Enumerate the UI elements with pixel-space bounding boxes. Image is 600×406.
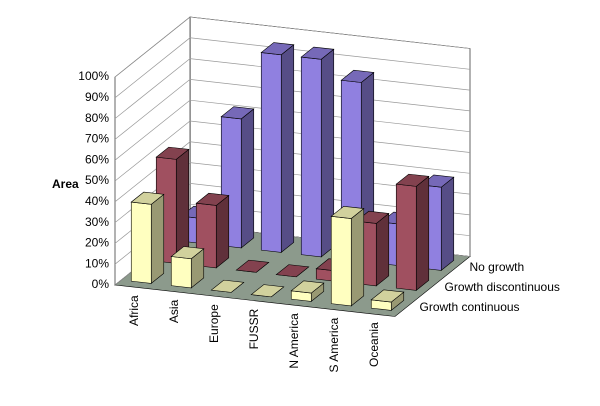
bar: [210, 279, 245, 293]
grid-line: [114, 141, 471, 203]
x-tick-label: FUSSR: [247, 308, 261, 349]
y-tick-label: 50%: [85, 173, 109, 187]
bar-front: [330, 215, 352, 307]
bar-top: [210, 279, 245, 293]
y-tick-label: 20%: [85, 236, 109, 250]
legend-label: Growth discontinuous: [445, 280, 560, 294]
bar-side: [215, 194, 230, 269]
bar-front: [130, 201, 152, 284]
x-tick-label: S America: [327, 317, 341, 372]
bar: [290, 280, 325, 302]
bar-side: [240, 108, 255, 249]
bar-top: [330, 205, 365, 219]
bar: [250, 284, 285, 298]
x-tick-label: Oceania: [367, 322, 381, 367]
bar-top: [155, 146, 190, 160]
bar: [330, 205, 365, 307]
bar-top: [290, 280, 325, 294]
grid-line: [114, 16, 471, 78]
bar-side: [350, 207, 365, 307]
bar: [170, 246, 205, 289]
y-tick-label: 30%: [85, 215, 109, 229]
bar-top: [170, 246, 205, 260]
bar-top: [195, 192, 230, 206]
bar-side: [415, 175, 430, 291]
bar-side: [150, 193, 165, 284]
y-tick-label: 10%: [85, 256, 109, 270]
y-tick-label: 60%: [85, 152, 109, 166]
bar-side: [280, 44, 295, 253]
x-tick-label: N America: [287, 313, 301, 369]
bar-top: [420, 174, 455, 188]
grid-line: [114, 120, 471, 182]
y-tick-label: 70%: [85, 132, 109, 146]
bar-top: [220, 106, 255, 120]
x-tick-label: Asia: [167, 299, 181, 323]
y-axis-title: Area: [52, 177, 79, 191]
bar-top: [250, 284, 285, 298]
bar-top: [395, 173, 430, 187]
bar-front: [170, 256, 192, 289]
grid-line: [114, 79, 471, 140]
y-tick-label: 100%: [78, 69, 109, 83]
y-tick-label: 0%: [92, 277, 110, 291]
x-tick-label: Europe: [207, 304, 221, 343]
bar: [235, 259, 270, 273]
bar-front: [300, 56, 322, 258]
bar-top: [275, 264, 310, 278]
legend-label: No growth: [470, 260, 525, 274]
bar: [300, 46, 335, 258]
bar-side: [375, 212, 390, 287]
grid-line: [114, 58, 471, 119]
y-tick-label: 80%: [85, 111, 109, 125]
bar-top: [300, 46, 335, 60]
bar-top: [355, 210, 390, 224]
bar-front: [260, 52, 282, 253]
y-tick-label: 90%: [85, 90, 109, 104]
bar-top: [260, 42, 295, 56]
bar-top: [130, 191, 165, 205]
bar-top: [235, 259, 270, 273]
grid-line: [114, 99, 471, 161]
bar-top: [340, 69, 375, 83]
grid-line: [114, 37, 471, 99]
y-tick-label: 40%: [85, 194, 109, 208]
x-tick-label: Africa: [127, 295, 141, 326]
bar-top: [370, 289, 405, 303]
bar: [275, 264, 310, 278]
bar-side: [175, 148, 190, 264]
bar: [370, 289, 405, 311]
legend-label: Growth continuous: [420, 300, 520, 314]
bar: [260, 42, 295, 253]
bar-front: [395, 183, 417, 291]
bar: [130, 191, 165, 284]
bar-side: [440, 176, 455, 271]
bar: [395, 173, 430, 291]
